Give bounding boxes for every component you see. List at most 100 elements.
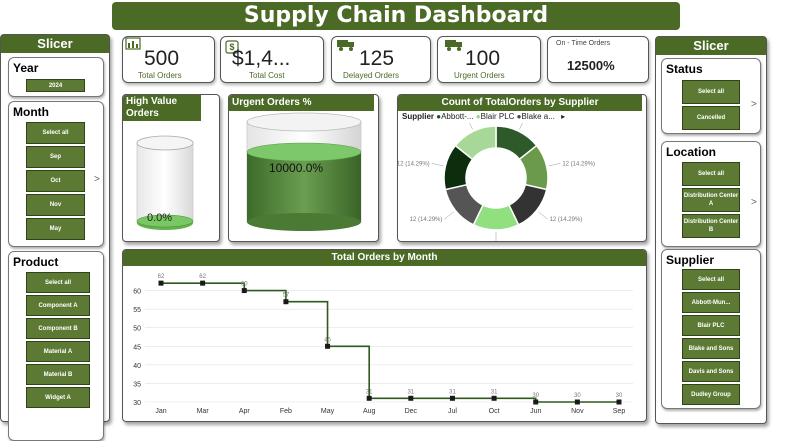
x-tick-label: Jul [448, 408, 457, 415]
y-tick-label: 45 [133, 344, 141, 351]
product-option[interactable]: Component A [26, 295, 90, 316]
kpi-urgent-orders: 100 Urgent Orders [437, 36, 541, 83]
supplier-option[interactable]: Dudley Group [682, 384, 740, 405]
donut-leader-line [431, 163, 444, 167]
x-tick-label: Dec [405, 408, 418, 415]
supplier-option[interactable]: Blair PLC [682, 315, 740, 336]
location-slicer: Location Select all Distribution Center … [661, 141, 761, 247]
dollar-icon: $ [225, 40, 239, 54]
x-tick-label: Aug [363, 408, 376, 415]
x-tick-label: Oct [489, 408, 500, 415]
data-label: 62 [199, 274, 206, 280]
kpi-label: Urgent Orders [454, 71, 505, 80]
month-option[interactable]: Nov [26, 194, 85, 216]
donut-slice [454, 125, 497, 161]
status-option[interactable]: Select all [682, 80, 740, 104]
data-point [449, 395, 455, 401]
data-label: 31 [366, 389, 373, 395]
supplier-donut-card: Count of TotalOrders by Supplier Supplie… [397, 94, 647, 242]
donut-data-label: 12 (14.29%) [398, 161, 430, 167]
kpi-value: $1,4... [232, 47, 291, 70]
data-point [533, 399, 539, 405]
series-line [161, 282, 619, 403]
donut-leader-line [538, 211, 548, 220]
x-tick-label: Nov [571, 408, 584, 415]
x-tick-label: Feb [280, 408, 292, 415]
data-point [574, 399, 580, 405]
donut-leader-line [548, 163, 561, 167]
location-option[interactable]: Select all [682, 162, 740, 186]
x-tick-label: Mar [197, 408, 210, 415]
data-point [366, 395, 372, 401]
kpi-value: 12500% [567, 58, 615, 73]
data-label: 30 [616, 393, 623, 399]
y-tick-label: 60 [133, 289, 141, 296]
data-point [408, 395, 414, 401]
data-point [616, 399, 622, 405]
supplier-option[interactable]: Abbott-Mun... [682, 292, 740, 313]
legend-title: Supplier [402, 112, 435, 121]
year-slicer-title: Year [13, 61, 39, 75]
x-tick-label: Jan [155, 408, 166, 415]
x-tick-label: Apr [239, 408, 251, 415]
product-option[interactable]: Select all [26, 272, 90, 293]
donut-chart: 12 (14.29%) 12 (14.29%) 12 (14.29%) 12 (14.… [398, 123, 595, 241]
product-option[interactable]: Component B [26, 318, 90, 339]
donut-data-label: 12 (14.29%) [410, 217, 443, 223]
donut-leader-line [469, 123, 473, 130]
card-title: High Value Orders [123, 95, 201, 121]
status-option[interactable]: Cancelled [682, 106, 740, 130]
location-option[interactable]: Distribution Center A [682, 188, 740, 212]
high-value-card: High Value Orders 0.0% [122, 94, 220, 242]
kpi-value: 100 [465, 47, 501, 70]
kpi-total-orders: 500 Total Orders [122, 36, 215, 83]
y-tick-label: 30 [133, 400, 141, 407]
y-tick-label: 50 [133, 326, 141, 333]
year-option[interactable]: 2024 [26, 79, 85, 92]
legend-dot: ● [475, 112, 481, 121]
left-slicer-panel: Slicer Year 2024 Month Select all Sep Oc… [0, 34, 110, 441]
product-option[interactable]: Widget A [26, 387, 90, 408]
month-option[interactable]: Sep [26, 146, 85, 168]
y-tick-label: 35 [133, 381, 141, 388]
supplier-slicer-title: Supplier [666, 253, 715, 267]
chevron-right-icon[interactable]: > [751, 99, 757, 110]
product-option[interactable]: Material B [26, 364, 90, 385]
data-point [325, 343, 331, 349]
status-slicer-title: Status [666, 62, 703, 76]
data-label: 30 [532, 393, 539, 399]
kpi-on-time-orders: On - Time Orders 12500% [547, 36, 649, 83]
month-slicer: Month Select all Sep Oct Nov May > [8, 101, 104, 247]
x-tick-label: Sep [613, 408, 626, 415]
chevron-right-icon[interactable]: > [94, 174, 100, 185]
supplier-option[interactable]: Davis and Sons [682, 361, 740, 382]
donut-leader-line [444, 211, 454, 220]
location-slicer-title: Location [666, 145, 716, 159]
truck-icon [445, 40, 462, 51]
supplier-option[interactable]: Blake and Sons [682, 338, 740, 359]
legend-item[interactable]: Abbott-... [441, 112, 474, 121]
location-option[interactable]: Distribution Center B [682, 214, 740, 238]
truck-icon [337, 40, 354, 51]
legend-next-icon[interactable]: ▸ [561, 112, 566, 121]
kpi-total-cost: $ $1,4... Total Cost [220, 36, 324, 83]
supplier-option[interactable]: Select all [682, 269, 740, 290]
legend-dot: ● [516, 112, 522, 121]
high-value-cylinder [136, 135, 194, 230]
kpi-value: 125 [359, 47, 395, 70]
chevron-right-icon[interactable]: > [751, 197, 757, 208]
y-tick-label: 40 [133, 363, 141, 370]
legend-item[interactable]: Blair PLC [480, 112, 515, 121]
legend-item[interactable]: Blake a... [521, 112, 555, 121]
kpi-label: Delayed Orders [343, 71, 400, 80]
month-option[interactable]: Select all [26, 122, 85, 144]
donut-leader-line [519, 123, 523, 130]
data-label: 31 [449, 389, 456, 395]
product-option[interactable]: Material A [26, 341, 90, 362]
high-value-percent: 0.0% [147, 212, 173, 224]
data-point [491, 395, 497, 401]
month-option[interactable]: May [26, 218, 85, 240]
month-option[interactable]: Oct [26, 170, 85, 192]
orders-by-month-card: Total Orders by Month 30 35 40 45 50 55 60 62 Ja… [122, 249, 647, 422]
donut-legend: Supplier ●Abbott-... ●Blair PLC ●Blake a… [402, 112, 565, 121]
